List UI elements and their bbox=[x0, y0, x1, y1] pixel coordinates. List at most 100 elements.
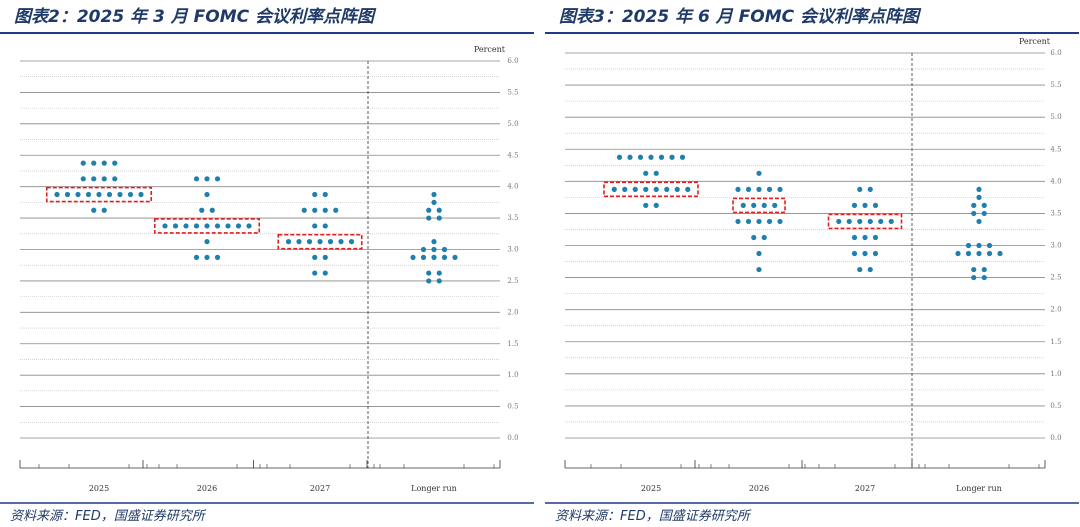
y-tick-label: 1.5 bbox=[507, 340, 518, 348]
dot bbox=[976, 242, 982, 249]
dot bbox=[997, 250, 1003, 257]
y-tick-label: 3.0 bbox=[507, 246, 518, 254]
dot bbox=[235, 223, 242, 229]
dot bbox=[106, 191, 113, 198]
dot bbox=[862, 250, 868, 257]
median-highlight bbox=[153, 218, 261, 234]
y-tick-label: 4.0 bbox=[1050, 177, 1061, 185]
dot bbox=[766, 218, 773, 225]
dot bbox=[64, 191, 71, 198]
dot bbox=[214, 176, 221, 182]
dot bbox=[91, 207, 97, 213]
dot bbox=[436, 278, 442, 284]
dot bbox=[296, 239, 302, 245]
dot bbox=[971, 266, 977, 273]
dot bbox=[981, 274, 987, 281]
dot bbox=[431, 199, 437, 205]
dot bbox=[112, 176, 118, 182]
x-tick-label: 2026 bbox=[197, 484, 217, 493]
dot bbox=[127, 191, 134, 198]
dot bbox=[867, 218, 873, 225]
dot bbox=[862, 234, 868, 241]
median-highlight bbox=[45, 186, 153, 203]
dot bbox=[172, 223, 179, 229]
dot bbox=[643, 186, 649, 192]
dot bbox=[204, 239, 210, 245]
x-tick-label: 2026 bbox=[749, 484, 769, 493]
dot bbox=[322, 270, 328, 276]
dot bbox=[327, 239, 334, 245]
dot bbox=[986, 242, 993, 249]
dot bbox=[312, 223, 318, 229]
dot bbox=[986, 250, 993, 257]
dot bbox=[80, 176, 86, 182]
dot bbox=[685, 186, 691, 192]
dot bbox=[674, 186, 680, 192]
dot bbox=[669, 154, 675, 160]
dot bbox=[91, 176, 97, 182]
y-axis-label: Percent bbox=[1019, 37, 1051, 46]
dot bbox=[436, 207, 442, 213]
y-tick-label: 5.0 bbox=[507, 120, 518, 128]
dot bbox=[643, 170, 649, 176]
dot bbox=[971, 274, 977, 281]
dot bbox=[745, 218, 752, 225]
dot bbox=[420, 246, 427, 253]
dot bbox=[225, 223, 231, 229]
y-tick-label: 2.5 bbox=[507, 277, 518, 285]
y-tick-label: 6.0 bbox=[507, 57, 518, 65]
dot bbox=[426, 278, 432, 284]
dot bbox=[441, 254, 448, 260]
y-tick-label: 3.5 bbox=[1050, 209, 1061, 217]
dot bbox=[214, 223, 221, 229]
dot bbox=[436, 270, 442, 276]
dot bbox=[772, 202, 778, 208]
dot bbox=[857, 266, 863, 273]
dot bbox=[664, 186, 670, 192]
dot bbox=[452, 254, 458, 260]
dot bbox=[627, 154, 633, 160]
dot bbox=[872, 202, 879, 208]
dot bbox=[312, 254, 318, 260]
x-tick-label: 2025 bbox=[641, 484, 661, 493]
dot bbox=[162, 223, 168, 229]
dot bbox=[761, 202, 767, 208]
dot bbox=[867, 266, 873, 273]
dot bbox=[976, 194, 982, 200]
dot bbox=[322, 223, 328, 229]
dot bbox=[653, 186, 659, 192]
dot bbox=[101, 176, 107, 182]
dot bbox=[426, 270, 432, 276]
dot bbox=[285, 239, 292, 245]
dot bbox=[117, 191, 123, 198]
dot bbox=[643, 202, 649, 208]
dot bbox=[658, 154, 665, 160]
dot bbox=[431, 246, 437, 253]
dot bbox=[204, 176, 210, 182]
dot bbox=[322, 207, 328, 213]
dot bbox=[653, 202, 659, 208]
y-tick-label: 2.0 bbox=[1050, 306, 1061, 314]
dot bbox=[851, 234, 858, 241]
dot bbox=[751, 234, 757, 241]
dot bbox=[981, 266, 987, 273]
median-highlight bbox=[277, 233, 363, 250]
y-tick-label: 0.5 bbox=[1050, 402, 1061, 410]
dot bbox=[348, 239, 355, 245]
dot bbox=[756, 266, 762, 273]
dot bbox=[193, 176, 200, 182]
dot bbox=[756, 170, 762, 176]
y-axis-label: Percent bbox=[474, 45, 506, 54]
dot bbox=[436, 215, 442, 221]
source: 资料来源：FED，国盛证券研究所 bbox=[10, 508, 207, 524]
dot bbox=[317, 239, 323, 245]
dot bbox=[96, 191, 102, 198]
x-tick-label: Longer run bbox=[411, 484, 457, 493]
dot bbox=[322, 191, 328, 198]
y-tick-label: 0.0 bbox=[507, 434, 518, 442]
dot bbox=[101, 160, 107, 166]
dot bbox=[867, 186, 873, 192]
dot bbox=[246, 223, 252, 229]
dot bbox=[872, 250, 879, 257]
